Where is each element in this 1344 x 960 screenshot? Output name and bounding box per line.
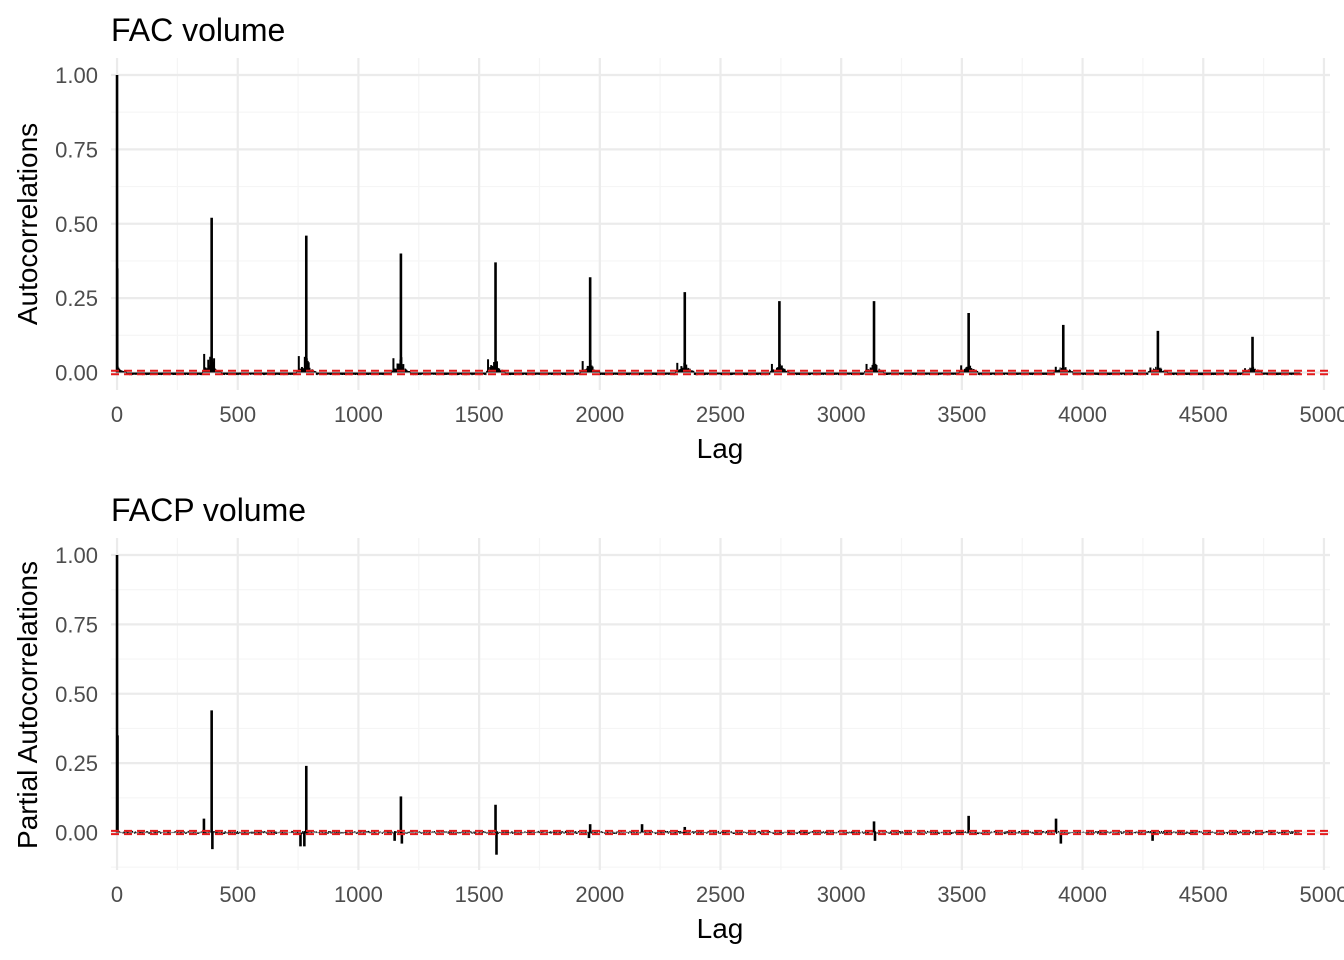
x-tick-label: 2000 [575,882,624,907]
x-tick-label: 3500 [937,402,986,427]
pacf-x-tick-labels: 0 500 1000 1500 2000 2500 3000 3500 4000 4500 5000 [111,882,1344,907]
y-tick-label: 0.75 [55,137,98,162]
acf-x-tick-labels: 0 500 1000 1500 2000 2500 3000 3500 4000 4500 5000 [111,402,1344,427]
y-tick-label: 1.00 [55,543,98,568]
y-tick-label: 0.75 [55,612,98,637]
acf-y-tick-labels: 0.00 0.25 0.50 0.75 1.00 [55,63,98,386]
x-tick-label: 4500 [1179,402,1228,427]
x-tick-label: 500 [219,882,256,907]
x-tick-label: 0 [111,882,123,907]
pacf-panel: FACP volume 0.00 0.25 0.50 0.75 1.00 0 500 100… [12,492,1344,944]
acf-y-axis-title: Autocorrelations [12,123,43,325]
x-tick-label: 4500 [1179,882,1228,907]
x-tick-label: 1500 [455,882,504,907]
pacf-title: FACP volume [111,492,306,528]
acf-x-axis-title: Lag [697,433,744,464]
y-tick-label: 0.50 [55,212,98,237]
x-tick-label: 2500 [696,402,745,427]
x-tick-label: 5000 [1299,402,1344,427]
x-tick-label: 4000 [1058,882,1107,907]
x-tick-label: 3000 [817,882,866,907]
acf-grid [111,58,1330,390]
acf-confidence-band [111,369,1330,376]
x-tick-label: 2000 [575,402,624,427]
acf-panel: FAC volume 0.00 0.25 0.50 0.75 1.00 0 500 1000… [12,12,1344,464]
x-tick-label: 5000 [1299,882,1344,907]
x-tick-label: 1000 [334,882,383,907]
y-tick-label: 1.00 [55,63,98,88]
x-tick-label: 2500 [696,882,745,907]
x-tick-label: 500 [219,402,256,427]
x-tick-label: 3500 [937,882,986,907]
x-tick-label: 1500 [455,402,504,427]
pacf-y-tick-labels: 0.00 0.25 0.50 0.75 1.00 [55,543,98,846]
pacf-y-axis-title: Partial Autocorrelations [12,561,43,849]
pacf-x-axis-title: Lag [697,913,744,944]
x-tick-label: 0 [111,402,123,427]
x-tick-label: 3000 [817,402,866,427]
y-tick-label: 0.00 [55,361,98,386]
pacf-bars [115,555,1301,855]
y-tick-label: 0.25 [55,286,98,311]
pacf-confidence-band [111,829,1330,836]
y-tick-label: 0.50 [55,682,98,707]
y-tick-label: 0.25 [55,751,98,776]
y-tick-label: 0.00 [55,821,98,846]
acf-title: FAC volume [111,12,285,48]
x-tick-label: 1000 [334,402,383,427]
x-tick-label: 4000 [1058,402,1107,427]
